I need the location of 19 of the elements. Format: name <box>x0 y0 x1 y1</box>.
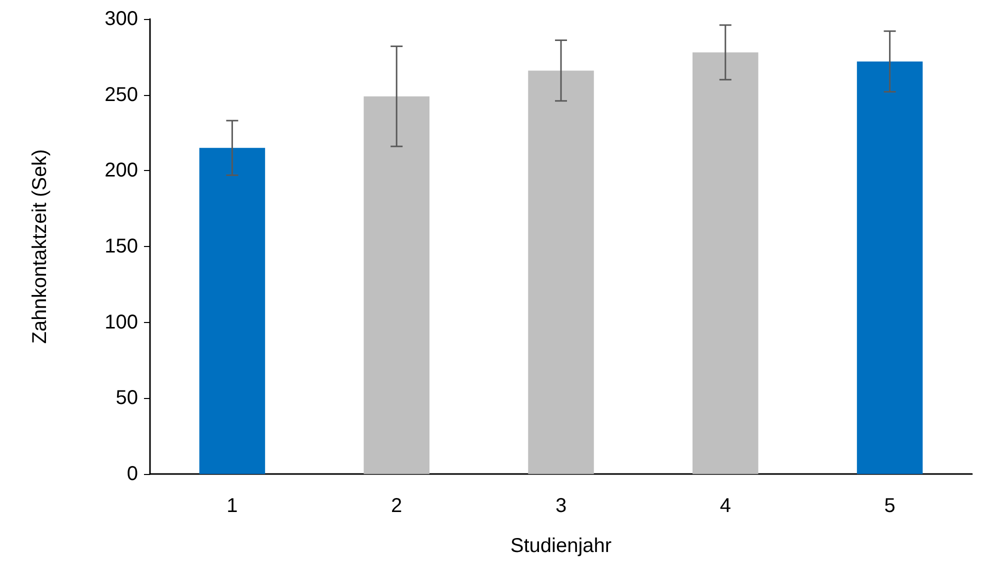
y-tick-label: 200 <box>104 160 138 182</box>
bar <box>856 61 923 474</box>
bar <box>364 96 430 474</box>
y-tick-label: 250 <box>104 84 138 106</box>
x-tick-label: 4 <box>720 495 731 517</box>
y-tick-label: 150 <box>104 236 138 258</box>
x-tick-label: 3 <box>555 495 567 517</box>
y-axis-title: Zahnkontaktzeit (Sek) <box>29 149 51 344</box>
bar <box>692 52 758 474</box>
y-tick-label: 100 <box>104 311 138 334</box>
x-tick-label: 2 <box>391 495 402 517</box>
y-tick-label: 50 <box>116 387 138 410</box>
x-tick-label: 5 <box>884 495 896 517</box>
x-axis-title: Studienjahr <box>510 535 612 557</box>
x-tick-label: 1 <box>226 495 238 517</box>
y-tick-label: 0 <box>126 463 138 485</box>
y-tick-label: 300 <box>104 8 138 30</box>
bar <box>199 148 266 474</box>
bar <box>528 70 594 474</box>
